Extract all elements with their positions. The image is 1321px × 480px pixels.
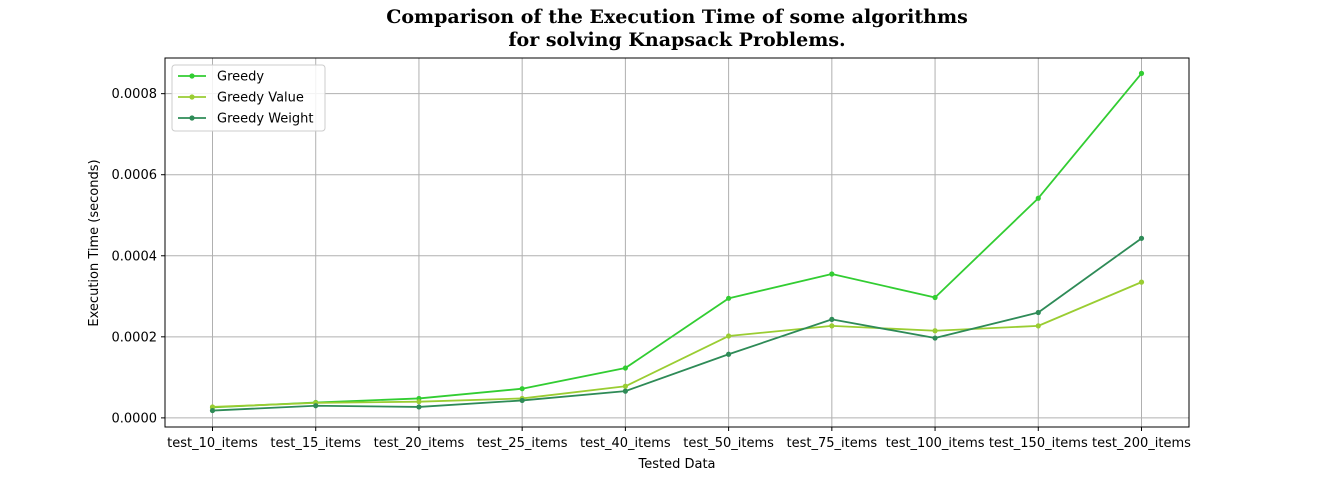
data-point-greedy-value: [622, 383, 628, 389]
x-tick-label: test_75_items: [787, 436, 878, 451]
data-point-greedy-value: [932, 328, 938, 334]
series-line-greedy-value: [212, 281, 1142, 408]
data-point-greedy-weight: [1035, 309, 1041, 316]
data-point-greedy-weight: [1138, 235, 1145, 241]
x-axis: test_10_items test_15_items test_20_items t…: [167, 427, 1191, 451]
data-point-greedy-weight: [519, 397, 525, 404]
data-point-greedy-weight: [726, 351, 732, 357]
x-tick-label: test_20_items: [374, 436, 465, 451]
legend-marker: [189, 115, 195, 121]
chart-title-line-1: Comparison of the Execution Time of some…: [386, 6, 968, 28]
plot-frame: [164, 57, 1190, 428]
data-point-greedy: [519, 386, 525, 392]
legend-label: Greedy Value: [217, 91, 304, 106]
y-axis: 0.0000 0.0002 0.0004 0.0006 0.0008: [112, 87, 165, 426]
data-point-greedy-value: [726, 333, 732, 339]
data-point-greedy-weight: [416, 404, 422, 410]
y-tick-label: 0.0002: [112, 330, 158, 345]
data-point-greedy: [932, 294, 938, 301]
x-tick-label: test_150_items: [989, 436, 1088, 451]
data-point-greedy: [726, 295, 732, 301]
data-point-greedy-weight: [313, 403, 319, 409]
data-point-greedy-weight: [932, 335, 938, 341]
x-tick-label: test_15_items: [270, 436, 361, 451]
legend-label: Greedy Weight: [217, 112, 314, 127]
legend-marker: [189, 73, 195, 79]
data-point-greedy-weight: [622, 388, 628, 394]
legend-marker: [189, 94, 195, 100]
y-axis-label: Execution Time (seconds): [87, 159, 102, 326]
x-tick-label: test_200_items: [1092, 436, 1191, 451]
data-point-greedy-weight: [829, 316, 835, 323]
y-tick-label: 0.0004: [112, 249, 158, 264]
grid: [165, 58, 1189, 427]
data-point-greedy: [1138, 70, 1145, 77]
x-tick-label: test_25_items: [477, 436, 568, 451]
chart-title-line-2: for solving Knapsack Problems.: [508, 29, 845, 51]
series-group: [209, 70, 1145, 414]
data-point-greedy: [1035, 195, 1041, 201]
data-point-greedy: [622, 365, 628, 371]
series-line-greedy: [212, 72, 1143, 409]
legend-box: [171, 64, 326, 132]
x-tick-label: test_100_items: [886, 436, 985, 451]
x-tick-label: test_40_items: [580, 436, 671, 451]
data-point-greedy: [829, 271, 835, 277]
x-tick-label: test_10_items: [167, 436, 258, 451]
y-tick-label: 0.0006: [112, 168, 158, 183]
series-line-greedy-weight: [212, 237, 1143, 412]
data-point-greedy-value: [1035, 323, 1041, 329]
data-point-greedy-value: [209, 404, 216, 410]
y-tick-label: 0.0000: [112, 411, 158, 426]
legend: Greedy Greedy Value Greedy Weight: [171, 64, 326, 132]
data-point-greedy-value: [1138, 279, 1145, 285]
legend-label: Greedy: [217, 70, 264, 85]
y-tick-label: 0.0008: [112, 87, 158, 102]
data-point-greedy-value: [416, 399, 422, 405]
data-point-greedy-value: [829, 323, 835, 329]
data-point-greedy-weight: [209, 407, 216, 414]
x-tick-label: test_50_items: [683, 436, 774, 451]
x-axis-label: Tested Data: [637, 457, 715, 472]
